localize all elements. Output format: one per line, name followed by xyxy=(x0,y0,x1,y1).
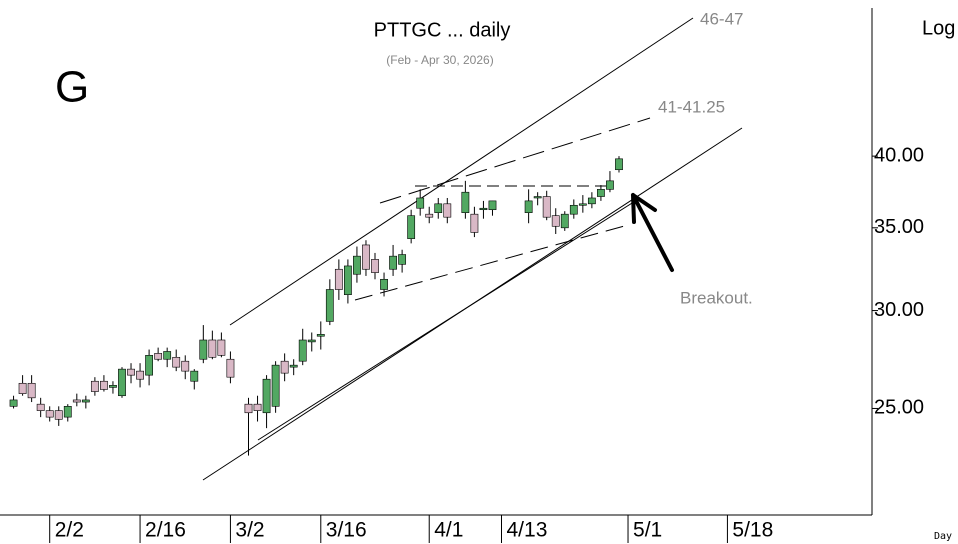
candle-body xyxy=(461,191,470,213)
x-tick-label: 4/13 xyxy=(507,519,548,542)
trend-lines xyxy=(202,17,743,481)
candle-body xyxy=(100,380,108,390)
candle-body xyxy=(606,180,614,190)
chart-subtitle: (Feb - Apr 30, 2026) xyxy=(386,53,493,67)
x-tick-label: 2/16 xyxy=(145,519,186,542)
candle-body xyxy=(425,213,434,218)
candle-body xyxy=(334,268,343,290)
candle-body xyxy=(371,259,379,273)
candle-body xyxy=(569,204,578,215)
candle-body xyxy=(145,355,153,376)
candle-body xyxy=(289,364,298,368)
candle-body xyxy=(380,278,388,290)
candle-body xyxy=(45,410,54,418)
candle-body xyxy=(362,244,370,270)
axis-label: Log xyxy=(922,17,955,39)
x-tick-label: 5/1 xyxy=(633,519,662,542)
candle-body xyxy=(181,360,190,372)
candle-body xyxy=(280,360,289,374)
candle-body xyxy=(81,399,90,403)
candle-body xyxy=(488,200,497,211)
annotation: Breakout. xyxy=(680,288,753,307)
x-tick-label: 5/18 xyxy=(732,519,773,542)
candle-body xyxy=(72,399,81,403)
y-tick-label: 25.00 xyxy=(874,397,924,419)
candle-body xyxy=(298,339,307,362)
candle-body xyxy=(479,207,488,211)
candle-body xyxy=(18,382,27,394)
candle-body xyxy=(9,399,18,407)
candle-body xyxy=(524,200,533,213)
candle-body xyxy=(560,213,569,229)
candle-body xyxy=(597,189,605,197)
candle-body xyxy=(190,370,199,382)
trend-line xyxy=(379,117,651,204)
candle-body xyxy=(578,203,587,206)
x-tick-label: 3/2 xyxy=(235,519,264,542)
candle-body xyxy=(316,334,325,337)
candle-body xyxy=(63,406,72,418)
candle-body xyxy=(136,370,144,380)
trend-line xyxy=(229,17,694,326)
candle-body xyxy=(325,289,334,322)
candle-body xyxy=(226,358,235,378)
candle-body xyxy=(118,368,126,397)
candle-body xyxy=(416,197,425,209)
candle-body xyxy=(434,203,443,213)
candle-body xyxy=(163,351,172,360)
candle-body xyxy=(127,368,135,376)
candle-body xyxy=(470,213,479,233)
candle-body xyxy=(54,410,63,420)
candle-body xyxy=(389,255,397,270)
axis-label: Day xyxy=(934,531,952,542)
candle-body xyxy=(244,403,253,414)
annotation: 41-41.25 xyxy=(658,97,725,116)
candle-body xyxy=(36,403,45,411)
candle-body xyxy=(587,197,596,205)
candle-body xyxy=(90,380,99,392)
candle-body xyxy=(307,339,316,343)
candle-body xyxy=(27,382,36,399)
trend-line xyxy=(257,197,641,441)
candle-body xyxy=(615,158,623,171)
candle-body xyxy=(443,203,452,218)
candle-body xyxy=(271,364,280,407)
annotation: G xyxy=(55,63,89,112)
y-tick-label: 30.00 xyxy=(874,299,924,321)
y-tick-label: 40.00 xyxy=(874,144,924,166)
candle-body xyxy=(262,378,271,414)
x-tick-label: 4/1 xyxy=(434,519,463,542)
candle-body xyxy=(343,265,352,296)
arrow xyxy=(631,193,674,272)
candle-body xyxy=(398,254,407,265)
candle-body xyxy=(154,353,163,360)
candle-body xyxy=(217,339,226,356)
candle-body xyxy=(533,196,542,199)
x-tick-label: 2/2 xyxy=(55,519,84,542)
candle-body xyxy=(353,255,361,275)
candle-body xyxy=(208,339,217,358)
y-tick-label: 35.00 xyxy=(874,216,924,238)
candle-body xyxy=(407,215,416,239)
candle-body xyxy=(109,385,117,388)
candle-body xyxy=(253,403,262,411)
chart-title: PTTGC ... daily xyxy=(374,19,511,41)
candle-body xyxy=(551,215,560,227)
candle-body xyxy=(542,196,551,218)
annotation: 46-47 xyxy=(700,9,743,28)
x-tick-label: 3/16 xyxy=(326,519,367,542)
trend-line xyxy=(354,224,629,301)
candle-body xyxy=(199,339,208,360)
candle-body xyxy=(172,356,181,368)
